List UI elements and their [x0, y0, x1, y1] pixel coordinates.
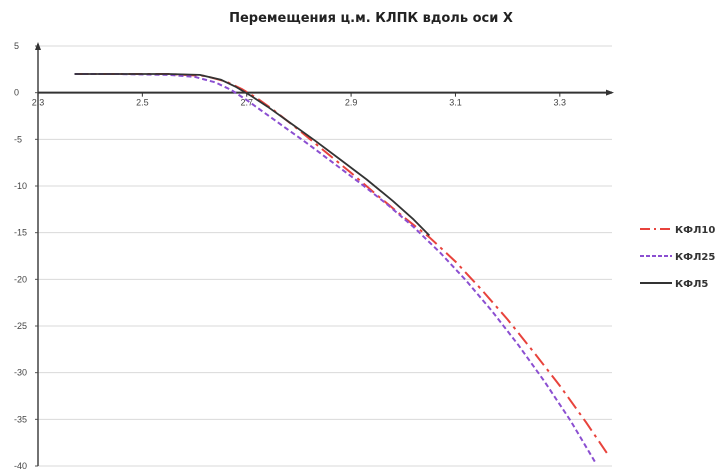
x-tick-label: 3.3	[554, 98, 567, 108]
x-axis: 2.3 2.5 2.7 2.9 3.1 3.3	[32, 89, 614, 108]
y-tick-label: -35	[14, 414, 27, 424]
x-tick-label: 2.7	[240, 98, 253, 108]
y-tick-label: -5	[14, 134, 22, 144]
y-tick-label: -40	[14, 461, 27, 471]
y-tick-label: -20	[14, 274, 27, 284]
series-line	[74, 73, 431, 237]
y-axis-arrow	[35, 42, 41, 50]
series-line	[74, 73, 598, 465]
legend-label: КФЛ5	[675, 279, 708, 290]
chart-title: Перемещения ц.м. КЛПК вдоль оси X	[229, 11, 513, 26]
x-tick-label: 2.5	[136, 98, 149, 108]
legend: КФЛ10 КФЛ25 КФЛ5	[640, 225, 715, 290]
y-tick-label: 5	[14, 41, 19, 51]
y-tick-label: -25	[14, 321, 27, 331]
y-tick-label: -10	[14, 181, 27, 191]
x-tick-label: 3.1	[449, 98, 462, 108]
y-tick-label: -30	[14, 368, 27, 378]
legend-label: КФЛ10	[675, 225, 715, 236]
x-tick-label: 2.9	[345, 98, 358, 108]
series-lines	[74, 73, 608, 465]
y-tick-label: -15	[14, 228, 27, 238]
y-axis: 5 0 -5 -10 -15 -20 -25 -30 -35 -40	[14, 41, 41, 471]
y-tick-label: 0	[14, 88, 19, 98]
grid-lines	[38, 45, 612, 467]
x-axis-arrow	[606, 89, 614, 96]
legend-label: КФЛ25	[675, 252, 715, 263]
x-tick-label: 2.3	[32, 98, 45, 108]
series-line	[74, 73, 608, 454]
